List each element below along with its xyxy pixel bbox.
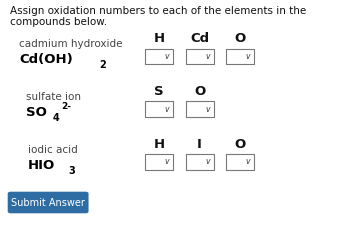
- Text: SO: SO: [26, 106, 47, 119]
- Text: v: v: [165, 52, 169, 61]
- FancyBboxPatch shape: [8, 192, 89, 213]
- FancyBboxPatch shape: [226, 49, 254, 64]
- FancyBboxPatch shape: [226, 154, 254, 170]
- Text: iodic acid: iodic acid: [28, 145, 78, 155]
- Text: v: v: [245, 158, 250, 166]
- Text: S: S: [154, 85, 164, 98]
- Text: Cd(OH): Cd(OH): [19, 53, 73, 66]
- Text: v: v: [165, 105, 169, 114]
- FancyBboxPatch shape: [186, 154, 214, 170]
- Text: cadmium hydroxide: cadmium hydroxide: [19, 39, 123, 49]
- Text: v: v: [245, 52, 250, 61]
- Text: I: I: [197, 137, 202, 151]
- Text: v: v: [205, 158, 210, 166]
- Text: Submit Answer: Submit Answer: [11, 198, 85, 207]
- Text: Cd: Cd: [190, 32, 209, 45]
- FancyBboxPatch shape: [186, 101, 214, 117]
- Text: 4: 4: [53, 113, 60, 123]
- Text: v: v: [205, 105, 210, 114]
- Text: H: H: [154, 137, 165, 151]
- Text: Assign oxidation numbers to each of the elements in the compounds below.: Assign oxidation numbers to each of the …: [10, 6, 307, 27]
- Text: H: H: [154, 32, 165, 45]
- FancyBboxPatch shape: [145, 154, 173, 170]
- Text: sulfate ion: sulfate ion: [26, 92, 81, 102]
- FancyBboxPatch shape: [145, 101, 173, 117]
- Text: 2: 2: [99, 60, 106, 70]
- Text: 2-: 2-: [62, 102, 72, 111]
- Text: 3: 3: [68, 166, 75, 176]
- Text: O: O: [194, 85, 205, 98]
- Text: v: v: [205, 52, 210, 61]
- Text: O: O: [234, 137, 245, 151]
- Text: O: O: [234, 32, 245, 45]
- FancyBboxPatch shape: [145, 49, 173, 64]
- FancyBboxPatch shape: [186, 49, 214, 64]
- Text: HIO: HIO: [28, 159, 55, 172]
- Text: v: v: [165, 158, 169, 166]
